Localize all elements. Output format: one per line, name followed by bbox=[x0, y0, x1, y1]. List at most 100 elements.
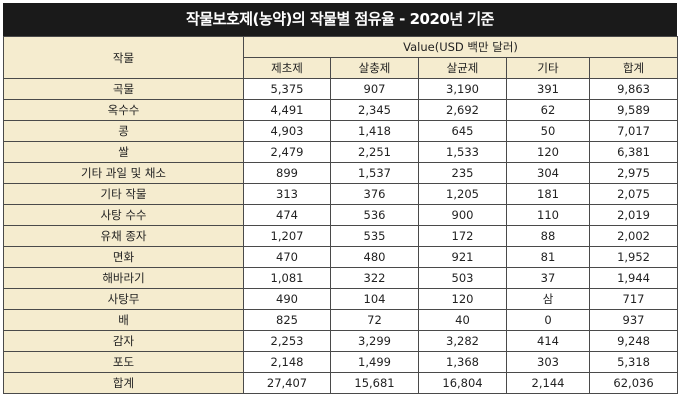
table-row: 콩 4,903 1,418 645 50 7,017 bbox=[3, 120, 679, 142]
value-cell: 2,479 bbox=[243, 141, 331, 163]
crop-name-cell: 합계 bbox=[3, 372, 244, 394]
value-cell: 2,075 bbox=[588, 183, 679, 205]
crop-name-cell: 감자 bbox=[3, 330, 244, 352]
value-cell: 503 bbox=[418, 267, 507, 289]
value-cell: 62,036 bbox=[588, 372, 679, 394]
value-cell: 907 bbox=[330, 78, 419, 100]
column-header-total: 합계 bbox=[588, 57, 679, 79]
value-cell: 1,499 bbox=[330, 351, 419, 373]
value-cell: 1,537 bbox=[330, 162, 419, 184]
crop-name-cell: 옥수수 bbox=[3, 99, 244, 121]
value-cell: 480 bbox=[330, 246, 419, 268]
value-cell: 2,692 bbox=[418, 99, 507, 121]
value-cell: 2,253 bbox=[243, 330, 331, 352]
value-cell: 1,368 bbox=[418, 351, 507, 373]
value-cell: 5,318 bbox=[588, 351, 679, 373]
table-row: 유채 종자 1,207 535 172 88 2,002 bbox=[3, 225, 679, 247]
table-row: 포도 2,148 1,499 1,368 303 5,318 bbox=[3, 351, 679, 373]
value-cell: 1,205 bbox=[418, 183, 507, 205]
table-row: 감자 2,253 3,299 3,282 414 9,248 bbox=[3, 330, 679, 352]
value-cell: 2,975 bbox=[588, 162, 679, 184]
value-cell: 2,251 bbox=[330, 141, 419, 163]
value-cell: 414 bbox=[506, 330, 590, 352]
column-header-insecticide: 살충제 bbox=[330, 57, 419, 79]
table-row: 사탕무 490 104 120 삼 717 bbox=[3, 288, 679, 310]
value-cell: 645 bbox=[418, 120, 507, 142]
value-cell: 181 bbox=[506, 183, 590, 205]
crop-name-cell: 기타 작물 bbox=[3, 183, 244, 205]
value-cell: 50 bbox=[506, 120, 590, 142]
value-cell: 72 bbox=[330, 309, 419, 331]
value-cell: 937 bbox=[588, 309, 679, 331]
value-cell: 4,903 bbox=[243, 120, 331, 142]
crop-protection-table: 작물 Value(USD 백만 달러) 제초제 살충제 살균제 기타 합계 곡물… bbox=[3, 36, 679, 394]
value-cell: 470 bbox=[243, 246, 331, 268]
value-cell: 16,804 bbox=[418, 372, 507, 394]
table-row: 옥수수 4,491 2,345 2,692 62 9,589 bbox=[3, 99, 679, 121]
table-row: 합계 27,407 15,681 16,804 2,144 62,036 bbox=[3, 372, 679, 394]
crop-name-cell: 기타 과일 및 채소 bbox=[3, 162, 244, 184]
table-row: 곡물 5,375 907 3,190 391 9,863 bbox=[3, 78, 679, 100]
crop-name-cell: 사탕무 bbox=[3, 288, 244, 310]
table-row: 쌀 2,479 2,251 1,533 120 6,381 bbox=[3, 141, 679, 163]
value-cell: 104 bbox=[330, 288, 419, 310]
crop-name-cell: 곡물 bbox=[3, 78, 244, 100]
crop-name-cell: 콩 bbox=[3, 120, 244, 142]
value-cell: 9,248 bbox=[588, 330, 679, 352]
crop-name-cell: 배 bbox=[3, 309, 244, 331]
value-cell: 2,019 bbox=[588, 204, 679, 226]
table-row: 기타 과일 및 채소 899 1,537 235 304 2,975 bbox=[3, 162, 679, 184]
value-cell: 900 bbox=[418, 204, 507, 226]
crop-name-cell: 사탕 수수 bbox=[3, 204, 244, 226]
value-cell: 9,863 bbox=[588, 78, 679, 100]
value-cell: 40 bbox=[418, 309, 507, 331]
table-row: 면화 470 480 921 81 1,952 bbox=[3, 246, 679, 268]
table-title: 작물보호제(농약)의 작물별 점유율 - 2020년 기준 bbox=[3, 3, 677, 36]
value-cell: 376 bbox=[330, 183, 419, 205]
value-cell: 81 bbox=[506, 246, 590, 268]
value-cell: 3,282 bbox=[418, 330, 507, 352]
value-cell: 2,148 bbox=[243, 351, 331, 373]
value-cell: 0 bbox=[506, 309, 590, 331]
value-cell: 7,017 bbox=[588, 120, 679, 142]
value-cell: 6,381 bbox=[588, 141, 679, 163]
column-header-herbicide: 제초제 bbox=[243, 57, 331, 79]
crop-name-cell: 유채 종자 bbox=[3, 225, 244, 247]
value-cell: 717 bbox=[588, 288, 679, 310]
value-cell: 88 bbox=[506, 225, 590, 247]
value-cell: 1,081 bbox=[243, 267, 331, 289]
column-header-fungicide: 살균제 bbox=[418, 57, 507, 79]
value-cell: 921 bbox=[418, 246, 507, 268]
value-cell: 1,533 bbox=[418, 141, 507, 163]
value-cell: 303 bbox=[506, 351, 590, 373]
value-cell: 1,952 bbox=[588, 246, 679, 268]
value-cell: 5,375 bbox=[243, 78, 331, 100]
value-cell: 3,299 bbox=[330, 330, 419, 352]
value-cell: 2,144 bbox=[506, 372, 590, 394]
crop-protection-table-container: 작물보호제(농약)의 작물별 점유율 - 2020년 기준 작물 Value(U… bbox=[3, 3, 679, 394]
crop-column-header: 작물 bbox=[3, 36, 244, 79]
value-cell: 304 bbox=[506, 162, 590, 184]
value-cell: 4,491 bbox=[243, 99, 331, 121]
column-header-other: 기타 bbox=[506, 57, 590, 79]
value-cell: 825 bbox=[243, 309, 331, 331]
value-column-header: Value(USD 백만 달러) bbox=[242, 36, 679, 58]
value-cell: 15,681 bbox=[330, 372, 419, 394]
crop-name-cell: 쌀 bbox=[3, 141, 244, 163]
header-row-2: 제초제 살충제 살균제 기타 합계 bbox=[4, 57, 679, 79]
value-cell: 1,207 bbox=[243, 225, 331, 247]
value-cell: 27,407 bbox=[243, 372, 331, 394]
table-row: 사탕 수수 474 536 900 110 2,019 bbox=[3, 204, 679, 226]
value-cell: 3,190 bbox=[418, 78, 507, 100]
table-row: 배 825 72 40 0 937 bbox=[3, 309, 679, 331]
value-cell: 172 bbox=[418, 225, 507, 247]
value-cell: 62 bbox=[506, 99, 590, 121]
crop-name-cell: 해바라기 bbox=[3, 267, 244, 289]
value-cell: 391 bbox=[506, 78, 590, 100]
value-cell: 2,345 bbox=[330, 99, 419, 121]
value-cell: 2,002 bbox=[588, 225, 679, 247]
value-cell: 120 bbox=[418, 288, 507, 310]
value-cell: 322 bbox=[330, 267, 419, 289]
value-cell: 9,589 bbox=[588, 99, 679, 121]
table-row: 해바라기 1,081 322 503 37 1,944 bbox=[3, 267, 679, 289]
